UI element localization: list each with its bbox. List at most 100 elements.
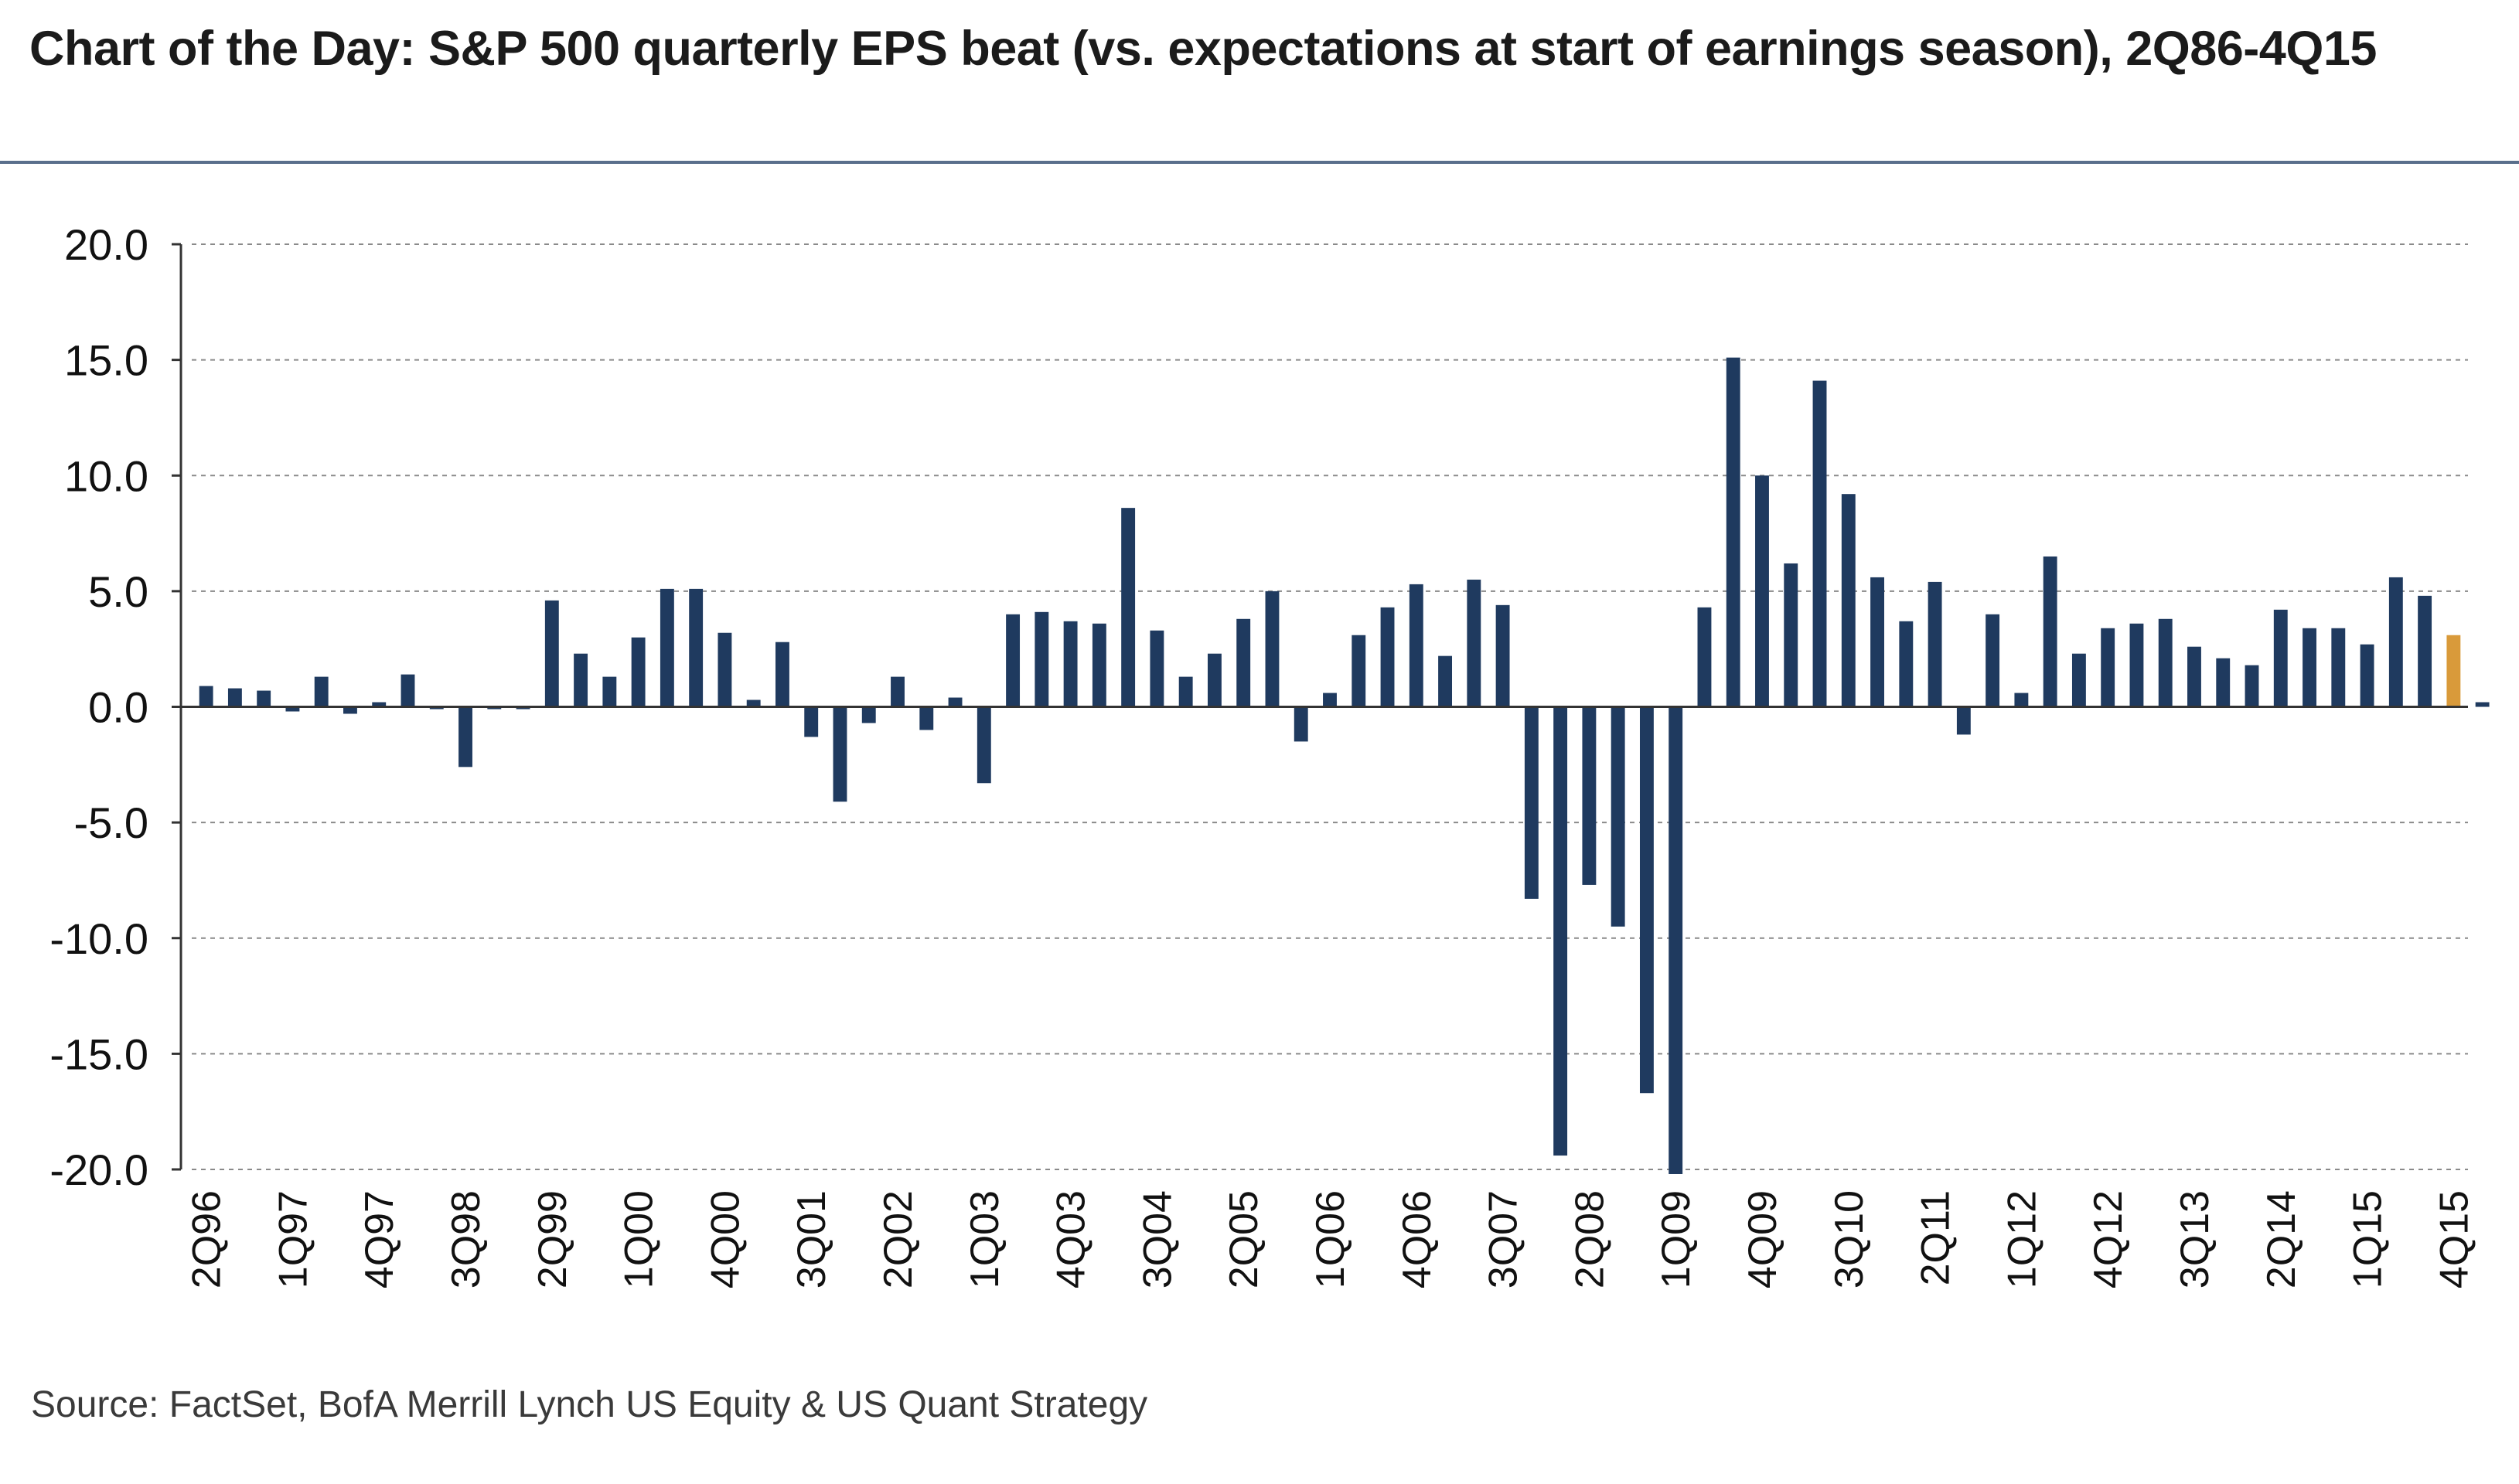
bar-2Q06 [1352,635,1366,707]
bar-3Q97 [343,706,357,714]
bar-1Q04 [1092,623,1106,707]
x-tick-label: 2Q11 [1914,1190,1958,1285]
bar-1Q98 [401,674,415,707]
bar-2Q03 [1006,614,1021,707]
x-tick-label: 4Q06 [1395,1190,1440,1288]
bar-4Q10 [1870,577,1884,707]
y-tick-label: 15.0 [64,336,148,385]
x-tick-label: 4Q15 [2432,1190,2476,1288]
bar-3Q98 [458,706,472,768]
bar-2Q04 [1121,508,1136,707]
bar-1Q12 [2014,693,2029,707]
bar-4Q07 [1524,706,1539,899]
chart-title: Chart of the Day: S&P 500 quarterly EPS … [29,22,2377,76]
bar-2Q07 [1467,579,1481,707]
bar-2Q11 [1928,581,1942,707]
x-tick-label: 3Q07 [1481,1190,1526,1288]
bar-1Q11 [1899,621,1914,707]
x-tick-label: 1Q97 [271,1190,315,1288]
bar-3Q99 [574,653,588,707]
bar-2Q96 [199,686,213,707]
axes [172,243,2468,1171]
bar-chart: 20.0 15.0 10.0 5.0 0.0 -5.0 -10.0 -15.0 -20.0 2Q… [49,220,2490,1288]
bar-4Q14 [2331,628,2346,707]
bar-4Q05 [1294,706,1308,742]
x-tick-label: 4Q03 [1049,1190,1094,1288]
bar-3Q03 [1035,611,1049,707]
bars [199,357,2490,1174]
bar-1Q06 [1323,693,1337,707]
bar-1Q13 [2129,623,2144,707]
bar-4Q96 [257,690,271,707]
bar-4Q03 [1063,621,1078,707]
y-tick-label: 10.0 [64,451,148,500]
bar-2Q10 [1812,380,1827,707]
bar-2Q97 [314,676,329,707]
gridlines [192,243,2468,1170]
x-tick-label: 3Q98 [444,1190,489,1288]
bar-1Q03 [977,706,991,784]
y-tick-label: -20.0 [49,1145,148,1194]
bar-2Q00 [660,588,674,707]
x-tick-label: 1Q12 [1999,1190,2044,1288]
bar-1Q08 [1553,706,1568,1156]
bar-4Q11 [1986,614,2000,707]
bar-3Q05 [1265,591,1280,707]
bar-4Q00 [718,632,732,707]
x-tick-label: 1Q15 [2346,1190,2391,1288]
bar-3Q00 [689,588,704,707]
x-tick-label: 1Q00 [617,1190,662,1288]
title-divider [0,161,2519,164]
bar-3Q01 [804,706,819,737]
bar-4Q02 [948,697,963,707]
bar-1Q02 [861,706,876,723]
x-tick-labels: 2Q96 1Q97 4Q97 3Q98 2Q99 1Q00 4Q00 3Q01 2Q02 1Q03… [185,1190,2477,1288]
x-tick-label: 1Q09 [1654,1190,1699,1288]
bar-2Q08 [1582,706,1597,885]
bar-2Q02 [891,676,905,707]
bar-1Q14 [2245,665,2259,707]
x-tick-label: 3Q01 [789,1190,834,1288]
bar-3Q14 [2303,628,2316,707]
x-tick-label: 2Q08 [1567,1190,1612,1288]
bar-1Q10 [1784,563,1798,707]
bar-2Q14 [2273,609,2288,707]
y-tick-label: 20.0 [64,220,148,269]
bar-4Q12 [2101,628,2115,707]
y-tick-label: 5.0 [88,567,148,616]
bar-1Q09 [1669,706,1683,1174]
bar-3Q09 [1726,357,1740,707]
bar-3Q11 [1956,706,1971,735]
y-tick-labels: 20.0 15.0 10.0 5.0 0.0 -5.0 -10.0 -15.0 -20.0 [49,220,148,1194]
bar-4Q97 [372,702,387,707]
bar-3Q13 [2187,646,2201,707]
source-note: Source: FactSet, BofA Merrill Lynch US E… [31,1384,1148,1425]
x-tick-label: 2Q99 [530,1190,575,1288]
bar-1Q15 [2360,644,2374,707]
bar-4Q15 [2446,635,2461,707]
x-tick-label: 4Q00 [703,1190,748,1288]
bar-2Q12 [2043,556,2057,707]
bar-2Q05 [1236,618,1251,707]
bar-3Q12 [2071,653,2086,707]
bar-3Q07 [1495,604,1510,707]
x-tick-label: 2Q96 [185,1190,230,1288]
x-tick-label: 4Q97 [357,1190,402,1288]
bar-3Q06 [1380,607,1395,707]
bar-2Q99 [544,600,559,707]
x-tick-label: 3Q04 [1135,1190,1180,1288]
bar-undefined [2475,702,2490,707]
bar-3Q96 [227,688,242,707]
bar-2Q01 [775,642,789,707]
y-tick-label: -10.0 [49,914,148,963]
y-tick-label: 0.0 [88,683,148,732]
bar-3Q10 [1841,494,1856,707]
x-tick-label: 3Q10 [1827,1190,1872,1288]
x-tick-label: 1Q03 [963,1190,1007,1288]
bar-2Q13 [2158,618,2173,707]
bar-1Q97 [285,706,300,712]
bar-4Q09 [1755,475,1769,707]
y-tick-label: -5.0 [74,798,149,847]
x-tick-label: 1Q06 [1308,1190,1353,1288]
bar-4Q13 [2216,658,2231,707]
